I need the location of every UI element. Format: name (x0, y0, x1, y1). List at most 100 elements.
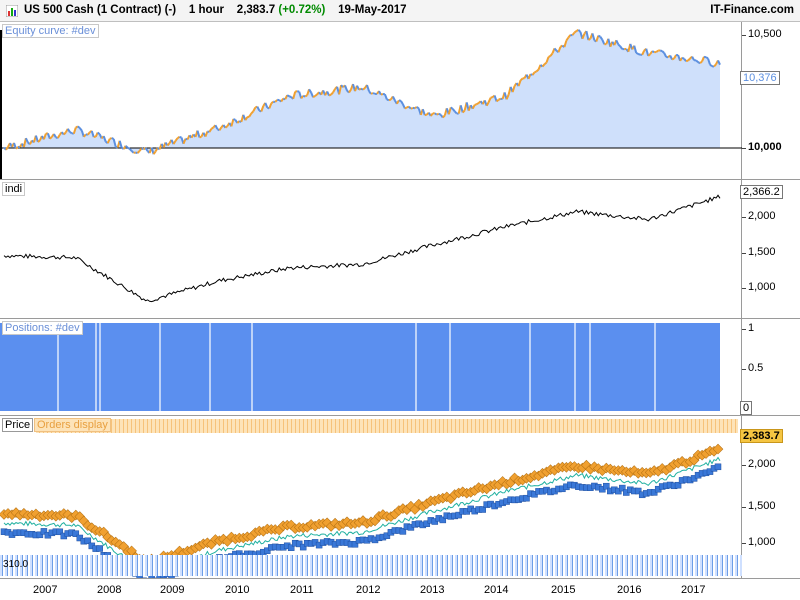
equity-panel-label[interactable]: Equity curve: #dev (2, 24, 99, 38)
equity-segment (505, 94, 510, 100)
year-label: 2017 (681, 584, 706, 596)
price-plot[interactable]: Price Orders display (0, 416, 742, 578)
trade-marker-strip: 310.0 (0, 555, 742, 576)
equity-segment (697, 61, 701, 65)
equity-segment (685, 59, 689, 63)
panel-separator[interactable] (0, 318, 800, 319)
equity-segment (144, 147, 149, 152)
equity-segment (442, 114, 446, 119)
buy-order-marker (287, 544, 295, 551)
equity-segment (527, 73, 532, 80)
equity-segment (362, 87, 366, 91)
equity-panel[interactable]: Equity curve: #dev 10,500 10,376 10,000 (0, 22, 800, 179)
equity-segment (304, 94, 308, 98)
equity-segment (79, 127, 83, 132)
equity-segment (185, 137, 188, 141)
positions-plot[interactable]: Positions: #dev (0, 319, 742, 415)
equity-segment (615, 39, 620, 45)
equity-segment (388, 98, 392, 102)
equity-segment (338, 84, 343, 95)
equity-segment (176, 136, 181, 140)
equity-segment (651, 50, 655, 54)
indi-plot[interactable]: indi (0, 180, 742, 318)
positions-panel-label[interactable]: Positions: #dev (2, 321, 83, 335)
time-axis[interactable]: 2007 2008 2009 2010 2011 2012 2013 2014 … (0, 578, 800, 600)
equity-segment (218, 126, 223, 131)
equity-segment (647, 53, 651, 57)
buy-order-marker (56, 528, 64, 536)
equity-segment (549, 52, 554, 57)
equity-plot[interactable]: Equity curve: #dev (0, 22, 742, 179)
buy-order-marker (634, 487, 642, 495)
equity-segment (451, 108, 456, 112)
positions-panel[interactable]: Positions: #dev 1 0.5 0 (0, 319, 800, 415)
equity-segment (434, 112, 438, 116)
indi-panel-label[interactable]: indi (2, 182, 26, 196)
year-label: 2008 (97, 584, 122, 596)
equity-segment (553, 47, 558, 52)
buy-order-marker (714, 463, 722, 471)
panel-separator[interactable] (0, 179, 800, 180)
year-label: 2009 (160, 584, 185, 596)
buy-order-marker (674, 481, 682, 489)
equity-segment (683, 58, 687, 62)
chart-title: US 500 Cash (1 Contract) (-) 1 hour 2,38… (24, 4, 407, 16)
orders-display-label[interactable]: Orders display (34, 418, 111, 432)
equity-segment (332, 88, 336, 93)
positions-axis[interactable]: 1 0.5 0 (740, 319, 800, 415)
equity-segment (661, 50, 665, 54)
equity-segment (565, 36, 570, 42)
equity-segment (196, 130, 201, 138)
equity-segment (717, 59, 721, 66)
price-panel[interactable]: Price Orders display 2,383.7 2,000 1,500… (0, 416, 800, 578)
equity-segment (75, 125, 79, 129)
indi-axis[interactable]: 2,366.2 2,000 1,500 1,000 (740, 180, 800, 318)
equity-segment (254, 105, 258, 109)
buy-order-marker (523, 494, 530, 502)
equity-segment (490, 96, 493, 99)
equity-segment (534, 70, 537, 74)
equity-segment (34, 135, 39, 143)
equity-segment (56, 134, 61, 139)
panel-separator[interactable] (0, 415, 800, 416)
price-axis[interactable]: 2,383.7 2,000 1,500 1,000 (740, 416, 800, 578)
equity-segment (424, 113, 428, 117)
equity-segment (42, 133, 47, 140)
equity-segment (396, 99, 400, 105)
equity-segment (398, 99, 402, 102)
price-panel-label[interactable]: Price (2, 418, 34, 432)
indi-tick: 1,500 (742, 246, 776, 258)
indi-panel[interactable]: indi 2,366.2 2,000 1,500 1,000 (0, 180, 800, 318)
indi-last-value: 2,366.2 (740, 185, 783, 199)
equity-segment (112, 138, 117, 148)
equity-segment (125, 145, 129, 149)
equity-segment (127, 146, 131, 150)
equity-segment (476, 102, 480, 106)
equity-segment (591, 33, 596, 41)
equity-segment (699, 60, 703, 64)
last-price: 2,383.7 (236, 4, 276, 16)
equity-segment (453, 110, 458, 115)
equity-segment (260, 105, 265, 112)
equity-segment (655, 49, 659, 53)
equity-segment (366, 84, 370, 92)
buy-order-marker (619, 484, 626, 492)
equity-segment (143, 147, 147, 151)
buy-order-marker (399, 528, 407, 535)
equity-segment (633, 45, 638, 54)
buy-order-marker (36, 531, 44, 539)
equity-segment (575, 28, 579, 32)
equity-segment (282, 97, 286, 101)
equity-segment (370, 92, 374, 95)
equity-segment (498, 97, 502, 101)
equity-axis[interactable]: 10,500 10,376 10,000 (740, 22, 800, 179)
price-tick: 2,000 (742, 458, 776, 470)
equity-segment (308, 88, 312, 93)
equity-segment (348, 88, 352, 94)
equity-segment (214, 124, 219, 130)
equity-segment (695, 59, 699, 63)
equity-segment (244, 116, 249, 121)
equity-segment (266, 106, 270, 110)
equity-segment (461, 109, 466, 114)
equity-segment (705, 56, 709, 60)
